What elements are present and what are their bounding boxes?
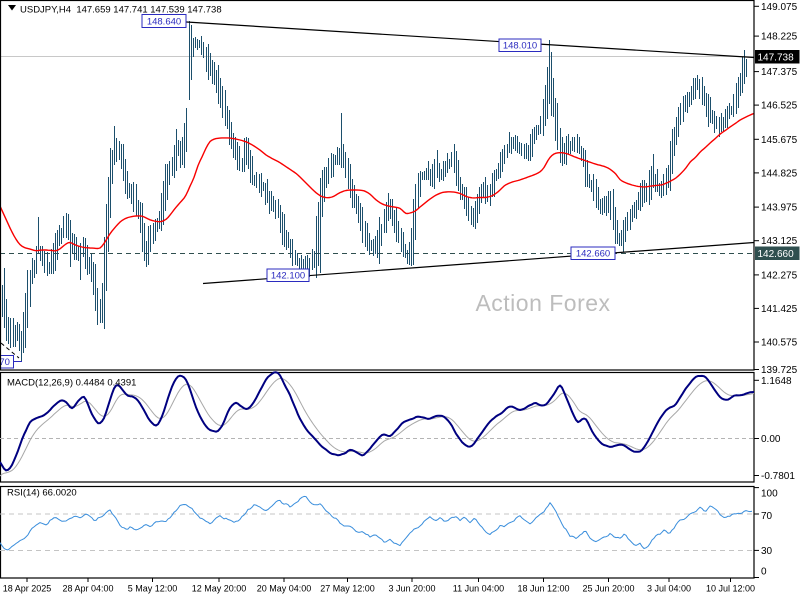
svg-text:5 May 12:00: 5 May 12:00	[128, 584, 178, 594]
svg-text:70: 70	[761, 511, 773, 522]
svg-text:Action Forex: Action Forex	[475, 290, 610, 316]
svg-text:148.640: 148.640	[147, 17, 181, 28]
svg-text:147.375: 147.375	[761, 67, 798, 78]
svg-text:142.100: 142.100	[271, 271, 305, 282]
svg-text:142.660: 142.660	[576, 249, 610, 260]
svg-text:20 May 04:00: 20 May 04:00	[257, 584, 312, 594]
svg-text:148.010: 148.010	[503, 41, 537, 52]
svg-text:10 Jul 12:00: 10 Jul 12:00	[706, 584, 755, 594]
svg-text:25 Jun 20:00: 25 Jun 20:00	[582, 584, 634, 594]
svg-text:12 May 20:00: 12 May 20:00	[192, 584, 247, 594]
svg-text:28 Apr 04:00: 28 Apr 04:00	[62, 584, 113, 594]
svg-text:RSI(14) 66.0020: RSI(14) 66.0020	[7, 488, 77, 499]
svg-text:100: 100	[761, 489, 778, 500]
svg-text:1.1648: 1.1648	[761, 376, 792, 387]
svg-text:142.660: 142.660	[758, 249, 795, 260]
svg-text:149.075: 149.075	[761, 2, 798, 13]
svg-text:141.425: 141.425	[761, 304, 798, 315]
svg-text:30: 30	[761, 546, 773, 557]
svg-text:3 Jun 20:00: 3 Jun 20:00	[388, 584, 435, 594]
svg-text:147.738: 147.738	[758, 53, 795, 64]
svg-text:3 Jul 04:00: 3 Jul 04:00	[647, 584, 691, 594]
svg-text:USDJPY,H4 147.659 147.741 147: USDJPY,H4 147.659 147.741 147.539 147.73…	[20, 5, 222, 16]
svg-text:27 May 12:00: 27 May 12:00	[320, 584, 375, 594]
svg-text:139.870: 139.870	[0, 357, 10, 368]
svg-text:143.975: 143.975	[761, 203, 798, 214]
svg-text:140.575: 140.575	[761, 338, 798, 349]
svg-text:18 Apr 2025: 18 Apr 2025	[3, 584, 52, 594]
svg-text:143.125: 143.125	[761, 236, 798, 247]
svg-text:148.225: 148.225	[761, 32, 798, 43]
svg-text:-0.7801: -0.7801	[761, 471, 795, 482]
svg-text:18 Jun 12:00: 18 Jun 12:00	[517, 584, 569, 594]
svg-text:146.525: 146.525	[761, 101, 798, 112]
svg-text:0: 0	[761, 567, 767, 578]
svg-text:139.725: 139.725	[761, 365, 798, 376]
svg-text:MACD(12,26,9) 0.4484 0.4391: MACD(12,26,9) 0.4484 0.4391	[7, 378, 136, 389]
svg-text:145.675: 145.675	[761, 135, 798, 146]
svg-text:0.00: 0.00	[761, 434, 781, 445]
svg-text:142.275: 142.275	[761, 270, 798, 281]
svg-text:144.825: 144.825	[761, 168, 798, 179]
svg-text:11 Jun 04:00: 11 Jun 04:00	[453, 584, 504, 594]
